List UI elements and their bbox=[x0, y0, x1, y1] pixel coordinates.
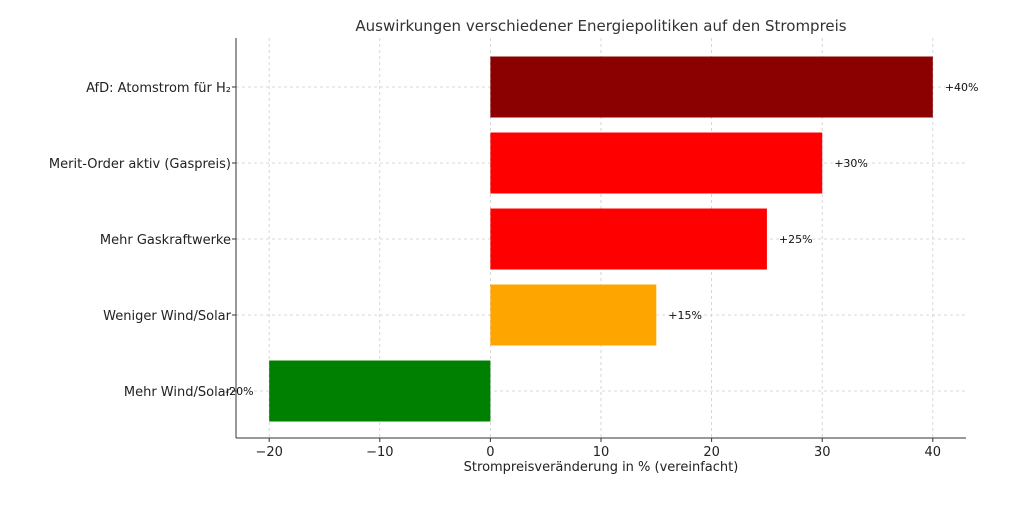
category-label: Merit-Order aktiv (Gaspreis) bbox=[49, 157, 231, 172]
bar bbox=[490, 56, 933, 118]
x-tick-label: 10 bbox=[593, 445, 610, 460]
data-labels: +40% +30% +25% +15% -20% bbox=[225, 81, 978, 398]
x-tick-label: 40 bbox=[925, 445, 942, 460]
bar bbox=[490, 132, 823, 194]
category-label: AfD: Atomstrom für H₂ bbox=[86, 81, 231, 96]
category-labels: AfD: Atomstrom für H₂ Merit-Order aktiv (… bbox=[49, 81, 232, 400]
x-ticks: −20 −10 0 10 20 30 40 bbox=[232, 86, 942, 460]
category-label: Weniger Wind/Solar bbox=[103, 309, 232, 324]
x-tick-label: 0 bbox=[486, 445, 494, 460]
data-label: -20% bbox=[225, 385, 253, 398]
x-tick-label: −20 bbox=[255, 445, 282, 460]
x-tick-label: −10 bbox=[366, 445, 393, 460]
x-tick-label: 20 bbox=[703, 445, 720, 460]
x-axis-label: Strompreisveränderung in % (vereinfacht) bbox=[464, 460, 739, 475]
bars bbox=[269, 56, 933, 422]
bar bbox=[269, 360, 491, 422]
category-label: Mehr Gaskraftwerke bbox=[100, 233, 231, 248]
chart-title: Auswirkungen verschiedener Energiepoliti… bbox=[355, 17, 846, 35]
bar bbox=[490, 284, 657, 346]
data-label: +25% bbox=[779, 233, 813, 246]
category-label: Mehr Wind/Solar bbox=[124, 385, 232, 400]
data-label: +15% bbox=[668, 309, 702, 322]
x-tick-label: 30 bbox=[814, 445, 831, 460]
data-label: +30% bbox=[834, 157, 868, 170]
data-label: +40% bbox=[945, 81, 979, 94]
bar bbox=[490, 208, 767, 270]
